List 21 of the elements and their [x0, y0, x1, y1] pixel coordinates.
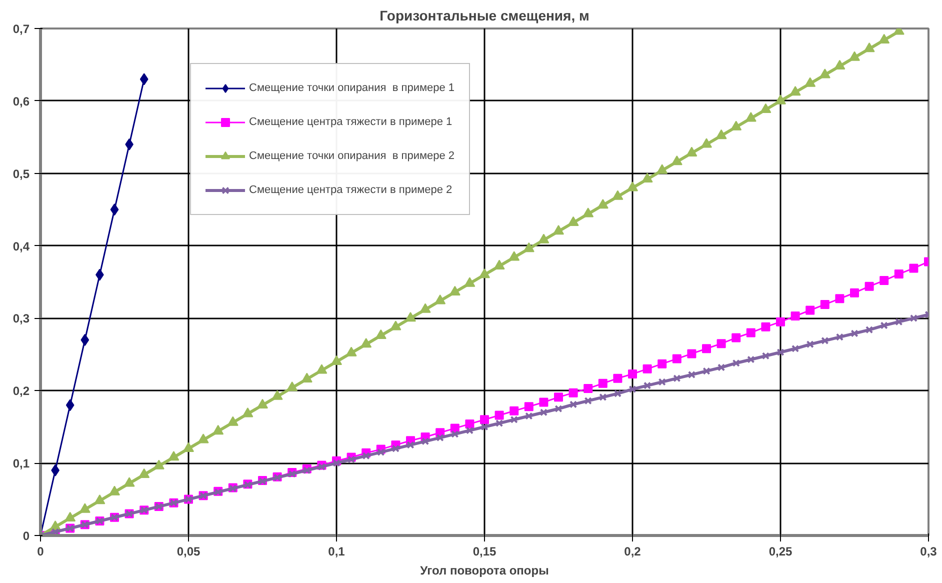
- y-tick-label: 0,6: [12, 94, 30, 108]
- x-tick-label: 0,15: [472, 544, 497, 558]
- x-tick-label: 0: [37, 544, 44, 558]
- y-tick-label: 0: [22, 529, 30, 543]
- legend-label: Смещение точки опирания в примере 1: [249, 82, 455, 94]
- y-tick-label: 0,1: [12, 456, 30, 471]
- legend-label: Смещение центра тяжести в примере 2: [249, 184, 452, 196]
- x-tick-label: 0,25: [768, 544, 793, 558]
- legend-label: Смещение точки опирания в примере 2: [249, 150, 455, 162]
- y-tick-label: 0,7: [12, 22, 30, 36]
- y-tick-label: 0,2: [12, 384, 30, 398]
- x-axis-title: Угол поворота опоры: [420, 564, 549, 578]
- legend-label: Смещение центра тяжести в примере 1: [249, 116, 452, 128]
- x-tick-label: 0,05: [176, 544, 201, 558]
- y-tick-label: 0,3: [12, 312, 30, 326]
- y-tick-label: 0,4: [12, 239, 30, 254]
- x-tick-label: 0,2: [624, 544, 642, 558]
- chart-title: Горизонтальные смещения, м: [380, 8, 590, 24]
- y-tick-label: 0,5: [12, 166, 30, 181]
- x-tick-label: 0,1: [328, 544, 346, 558]
- x-tick-label: 0,3: [920, 544, 938, 558]
